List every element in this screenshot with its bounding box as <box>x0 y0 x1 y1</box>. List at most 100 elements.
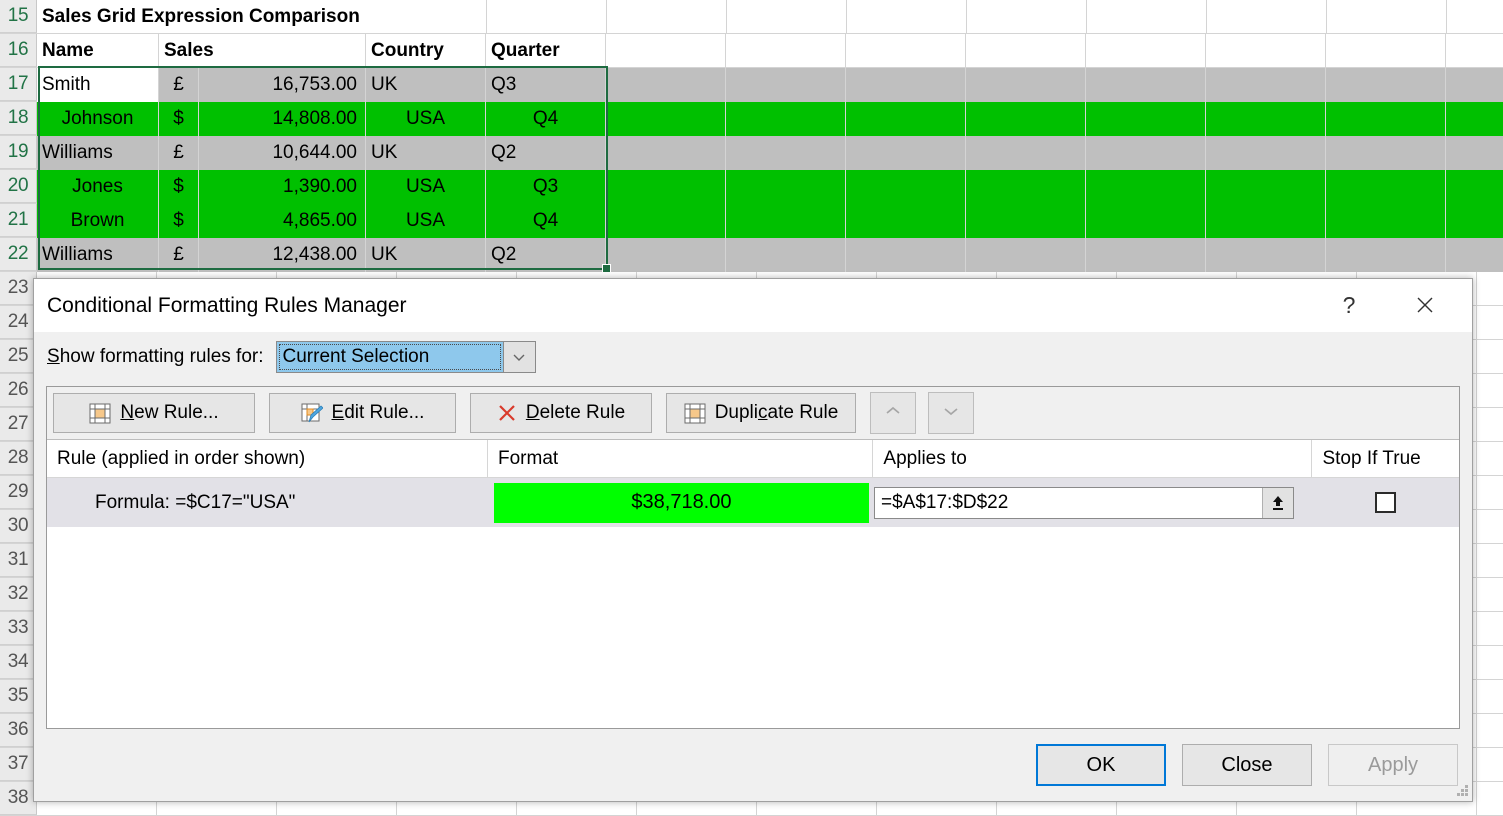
cell-country[interactable]: UK <box>366 136 486 170</box>
cell-country[interactable]: UK <box>366 68 486 102</box>
cell-quarter[interactable]: Q3 <box>486 68 606 102</box>
sheet-title-cell[interactable]: Sales Grid Expression Comparison <box>37 0 487 34</box>
blank-cell[interactable] <box>847 0 967 34</box>
row-header-24[interactable]: 24 <box>0 306 37 339</box>
blank-cell[interactable] <box>1207 0 1327 34</box>
blank-cell[interactable] <box>1357 510 1477 544</box>
row-header-23[interactable]: 23 <box>0 272 37 305</box>
cell-country[interactable]: USA <box>366 170 486 204</box>
row-header-26[interactable]: 26 <box>0 374 37 407</box>
blank-cell[interactable] <box>966 170 1086 204</box>
duplicate-rule-button[interactable]: Duplicate Rule <box>666 393 856 433</box>
cell-currency-symbol[interactable]: $ <box>159 102 199 136</box>
cell-quarter[interactable]: Q2 <box>486 136 606 170</box>
blank-cell[interactable] <box>1326 170 1446 204</box>
cell-country[interactable]: USA <box>366 102 486 136</box>
cell-name[interactable]: Brown <box>37 204 159 238</box>
row-header-21[interactable]: 21 <box>0 204 37 237</box>
blank-cell[interactable] <box>1357 782 1477 816</box>
move-rule-up-button[interactable] <box>870 392 916 434</box>
row-header-38[interactable]: 38 <box>0 782 37 815</box>
cell-amount[interactable]: 14,808.00 <box>199 102 366 136</box>
blank-cell[interactable] <box>1326 68 1446 102</box>
blank-cell[interactable] <box>726 68 846 102</box>
blank-cell[interactable] <box>607 0 727 34</box>
blank-cell[interactable] <box>1326 136 1446 170</box>
column-header-quarter[interactable]: Quarter <box>486 34 606 68</box>
blank-cell[interactable] <box>966 136 1086 170</box>
cell-name[interactable]: Jones <box>37 170 159 204</box>
cell-currency-symbol[interactable]: £ <box>159 238 199 272</box>
blank-cell[interactable] <box>1206 102 1326 136</box>
blank-cell[interactable] <box>846 34 966 68</box>
rule-stop-if-true-cell[interactable] <box>1313 478 1459 527</box>
blank-cell[interactable] <box>1357 408 1477 442</box>
row-header-37[interactable]: 37 <box>0 748 37 781</box>
blank-cell[interactable] <box>726 34 846 68</box>
blank-cell[interactable] <box>1446 136 1503 170</box>
blank-cell[interactable] <box>727 0 847 34</box>
blank-cell[interactable] <box>846 204 966 238</box>
sheet-row[interactable]: 18 Johnson $14,808.00 USA Q4 <box>0 102 1503 136</box>
blank-cell[interactable] <box>846 136 966 170</box>
cell-currency-symbol[interactable]: £ <box>159 68 199 102</box>
blank-cell[interactable] <box>1357 272 1477 306</box>
row-header-16[interactable]: 16 <box>0 34 37 67</box>
cell-amount[interactable]: 16,753.00 <box>199 68 366 102</box>
blank-cell[interactable] <box>1357 612 1477 646</box>
row-header-18[interactable]: 18 <box>0 102 37 135</box>
blank-cell[interactable] <box>1446 34 1503 68</box>
blank-cell[interactable] <box>1446 102 1503 136</box>
cell-amount[interactable]: 4,865.00 <box>199 204 366 238</box>
blank-cell[interactable] <box>966 238 1086 272</box>
new-rule-button[interactable]: New Rule... <box>53 393 255 433</box>
column-header-sales[interactable]: Sales <box>159 34 366 68</box>
cell-amount[interactable]: 1,390.00 <box>199 170 366 204</box>
row-header-32[interactable]: 32 <box>0 578 37 611</box>
cell-quarter[interactable]: Q2 <box>486 238 606 272</box>
blank-cell[interactable] <box>967 0 1087 34</box>
blank-cell[interactable] <box>487 0 607 34</box>
blank-cell[interactable] <box>966 204 1086 238</box>
column-header-country[interactable]: Country <box>366 34 486 68</box>
blank-cell[interactable] <box>1357 544 1477 578</box>
cell-country[interactable]: UK <box>366 238 486 272</box>
cell-currency-symbol[interactable]: £ <box>159 136 199 170</box>
rule-description[interactable]: Formula: =$C17="USA" <box>95 491 296 513</box>
blank-cell[interactable] <box>1086 238 1206 272</box>
close-icon[interactable] <box>1402 283 1448 327</box>
rule-row[interactable]: Formula: =$C17="USA" $38,718.00 =$A$17:$… <box>47 478 1459 527</box>
conditional-formatting-rules-manager-dialog[interactable]: Conditional Formatting Rules Manager ? S… <box>33 278 1473 802</box>
blank-cell[interactable] <box>606 136 726 170</box>
blank-cell[interactable] <box>1087 0 1207 34</box>
resize-grip-icon[interactable] <box>1455 785 1469 799</box>
blank-cell[interactable] <box>1326 204 1446 238</box>
cell-quarter[interactable]: Q4 <box>486 204 606 238</box>
blank-cell[interactable] <box>846 170 966 204</box>
show-formatting-rules-for-select[interactable]: Current Selection <box>275 341 536 373</box>
ok-button[interactable]: OK <box>1036 744 1166 786</box>
row-header-25[interactable]: 25 <box>0 340 37 373</box>
collapse-dialog-icon[interactable] <box>1262 487 1294 518</box>
row-header-34[interactable]: 34 <box>0 646 37 679</box>
close-button[interactable]: Close <box>1182 744 1312 786</box>
blank-cell[interactable] <box>1357 476 1477 510</box>
stop-if-true-checkbox[interactable] <box>1375 492 1397 513</box>
cell-currency-symbol[interactable]: $ <box>159 170 199 204</box>
blank-cell[interactable] <box>1357 374 1477 408</box>
cell-name[interactable]: Johnson <box>37 102 159 136</box>
blank-cell[interactable] <box>1357 646 1477 680</box>
show-formatting-rules-for-value[interactable]: Current Selection <box>276 342 503 372</box>
blank-cell[interactable] <box>1357 680 1477 714</box>
blank-cell[interactable] <box>1086 136 1206 170</box>
blank-cell[interactable] <box>726 238 846 272</box>
sheet-row[interactable]: 21 Brown $4,865.00 USA Q4 <box>0 204 1503 238</box>
rule-applies-to-cell[interactable]: =$A$17:$D$22 <box>874 478 1313 527</box>
sheet-row[interactable]: 20 Jones $1,390.00 USA Q3 <box>0 170 1503 204</box>
blank-cell[interactable] <box>1206 34 1326 68</box>
row-header-17[interactable]: 17 <box>0 68 37 101</box>
blank-cell[interactable] <box>1326 238 1446 272</box>
move-rule-down-button[interactable] <box>928 392 974 434</box>
sheet-row[interactable]: 19 Williams £10,644.00 UK Q2 <box>0 136 1503 170</box>
row-header-19[interactable]: 19 <box>0 136 37 169</box>
